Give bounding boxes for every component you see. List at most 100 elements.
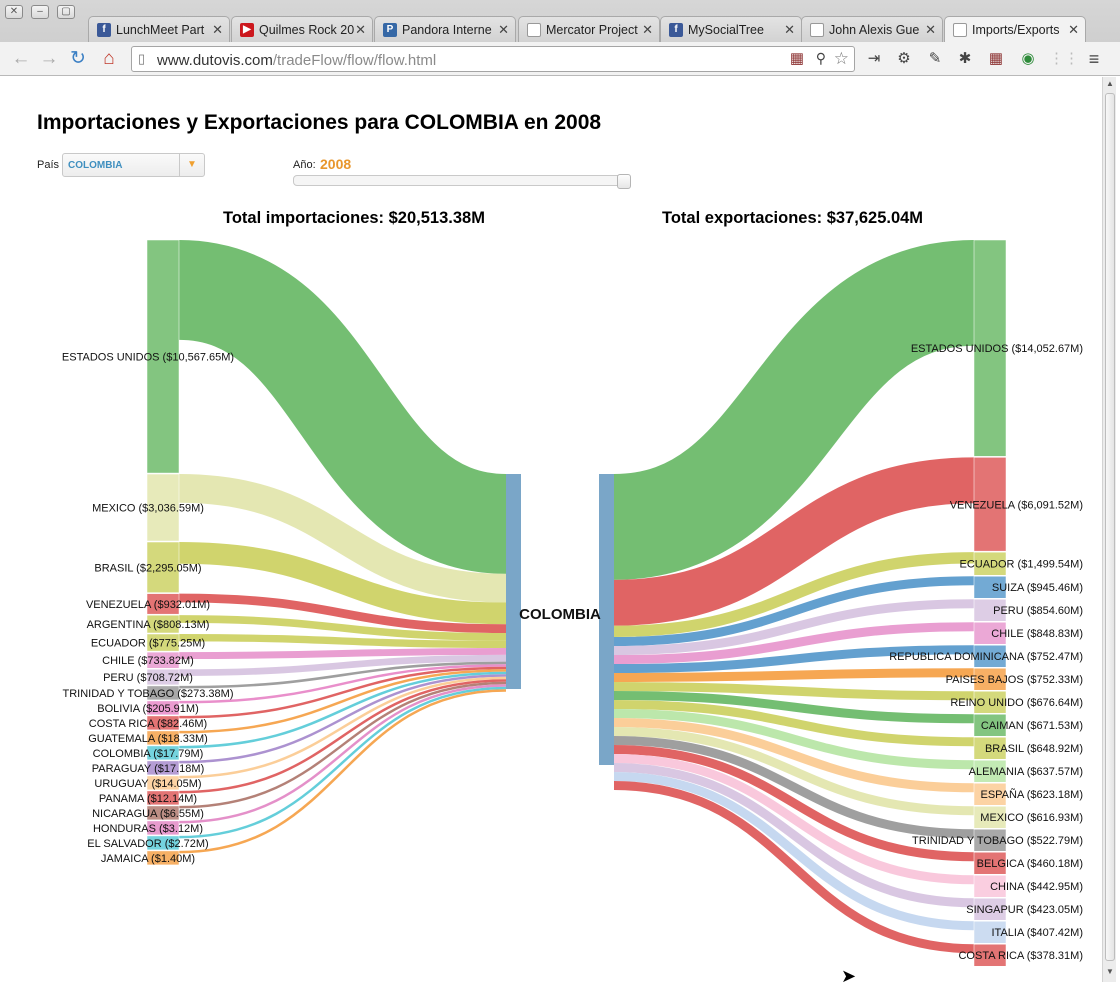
import-flow[interactable] <box>178 676 507 779</box>
export-node[interactable] <box>973 575 1007 599</box>
close-tab-icon[interactable]: ✕ <box>925 22 936 37</box>
import-flow[interactable] <box>178 684 507 824</box>
export-flow[interactable] <box>613 781 975 954</box>
close-window-icon[interactable]: ✕ <box>5 5 23 19</box>
import-flow[interactable] <box>178 647 507 660</box>
export-node[interactable] <box>973 690 1007 714</box>
export-flow[interactable] <box>613 736 975 839</box>
import-node[interactable] <box>146 745 180 761</box>
export-flow[interactable] <box>613 668 975 683</box>
eyedropper-icon[interactable]: ✎ <box>928 50 942 67</box>
settings-gear-icon[interactable]: ⚙ <box>897 50 911 67</box>
export-flow[interactable] <box>613 727 975 816</box>
close-tab-icon[interactable]: ✕ <box>498 22 509 37</box>
close-tab-icon[interactable]: ✕ <box>1068 22 1079 37</box>
export-node[interactable] <box>973 828 1007 852</box>
import-flow[interactable] <box>178 664 507 704</box>
export-node[interactable] <box>973 667 1007 691</box>
export-flow[interactable] <box>613 763 975 908</box>
tab-7[interactable]: Imports/Exports ✕ <box>944 16 1086 42</box>
menu-icon[interactable]: ≡ <box>1088 49 1100 69</box>
import-flow[interactable] <box>178 542 507 625</box>
import-node[interactable] <box>146 593 180 615</box>
tab-4[interactable]: Mercator Project ✕ <box>518 16 660 42</box>
close-tab-icon[interactable]: ✕ <box>212 22 223 37</box>
tab-2[interactable]: ▶ Quilmes Rock 20 ✕ <box>231 16 373 42</box>
close-tab-icon[interactable]: ✕ <box>355 22 366 37</box>
import-node[interactable] <box>146 835 180 851</box>
timer-icon[interactable]: ◉ <box>1021 50 1035 67</box>
export-node[interactable] <box>973 920 1007 944</box>
close-tab-icon[interactable]: ✕ <box>784 22 795 37</box>
tab-1[interactable]: f LunchMeet Part ✕ <box>88 16 230 42</box>
export-flow[interactable] <box>613 552 975 638</box>
export-flow[interactable] <box>613 622 975 665</box>
export-flow[interactable] <box>613 682 975 701</box>
import-flow[interactable] <box>178 654 507 676</box>
export-flow[interactable] <box>613 772 975 931</box>
export-node[interactable] <box>973 782 1007 806</box>
scroll-up-icon[interactable]: ▲ <box>1106 79 1114 88</box>
bookmark-star-icon[interactable]: ☆ <box>833 49 849 68</box>
export-node[interactable] <box>973 621 1007 645</box>
export-flow[interactable] <box>613 576 975 647</box>
import-node[interactable] <box>146 541 180 593</box>
export-node[interactable] <box>973 851 1007 875</box>
export-node[interactable] <box>973 759 1007 783</box>
export-node[interactable] <box>973 644 1007 668</box>
export-node[interactable] <box>973 943 1007 967</box>
forward-icon[interactable]: → <box>39 48 59 69</box>
import-flow[interactable] <box>178 615 507 641</box>
import-flow[interactable] <box>178 674 507 764</box>
import-flow[interactable] <box>176 240 509 574</box>
import-node[interactable] <box>146 730 180 746</box>
import-flow[interactable] <box>178 661 507 689</box>
close-tab-icon[interactable]: ✕ <box>642 22 653 37</box>
import-node[interactable] <box>146 685 180 701</box>
home-icon[interactable]: ⌂ <box>103 48 115 69</box>
extension-grid-icon[interactable]: ▦ <box>988 50 1004 67</box>
zoom-icon[interactable]: ⚲ <box>815 50 826 66</box>
mobile-sync-icon[interactable]: ⇥ <box>867 50 881 67</box>
import-node[interactable] <box>146 820 180 836</box>
import-node[interactable] <box>146 775 180 791</box>
maximize-window-icon[interactable]: ▢ <box>57 5 75 19</box>
export-flow[interactable] <box>613 745 975 862</box>
reload-icon[interactable]: ↻ <box>70 48 86 69</box>
export-node[interactable] <box>973 713 1007 737</box>
year-slider[interactable] <box>293 174 631 189</box>
import-flow[interactable] <box>178 671 507 749</box>
import-node[interactable] <box>146 473 180 542</box>
back-icon[interactable]: ← <box>11 48 31 69</box>
tab-5[interactable]: f MySocialTree ✕ <box>660 16 802 42</box>
export-flow[interactable] <box>613 599 975 656</box>
year-slider-handle[interactable] <box>617 174 631 189</box>
chevron-down-icon[interactable]: ▼ <box>179 154 204 176</box>
export-node[interactable] <box>973 598 1007 622</box>
export-flow[interactable] <box>613 457 975 626</box>
minimize-window-icon[interactable]: – <box>31 5 49 19</box>
export-flow[interactable] <box>611 240 977 580</box>
vertical-scrollbar[interactable]: ▲ ▼ <box>1102 77 1116 982</box>
tab-3[interactable]: P Pandora Interne ✕ <box>374 16 516 42</box>
export-flow[interactable] <box>613 718 975 793</box>
export-node[interactable] <box>973 457 1007 552</box>
import-flow[interactable] <box>178 666 507 719</box>
country-select[interactable]: COLOMBIA ▼ <box>62 153 205 177</box>
import-node[interactable] <box>146 850 180 866</box>
export-flow[interactable] <box>613 645 975 674</box>
export-node[interactable] <box>973 897 1007 921</box>
scroll-down-icon[interactable]: ▼ <box>1106 967 1114 976</box>
export-flow[interactable] <box>613 700 975 747</box>
import-flow[interactable] <box>178 689 507 854</box>
export-node[interactable] <box>973 239 1007 457</box>
import-node[interactable] <box>146 633 180 652</box>
import-flow[interactable] <box>178 686 507 839</box>
import-node[interactable] <box>146 614 180 634</box>
import-node[interactable] <box>146 651 180 669</box>
tab-6[interactable]: John Alexis Gue ✕ <box>801 16 943 42</box>
import-flow[interactable] <box>178 681 507 809</box>
bug-icon[interactable]: ✱ <box>958 50 972 67</box>
export-node[interactable] <box>973 551 1007 576</box>
import-node[interactable] <box>146 805 180 821</box>
